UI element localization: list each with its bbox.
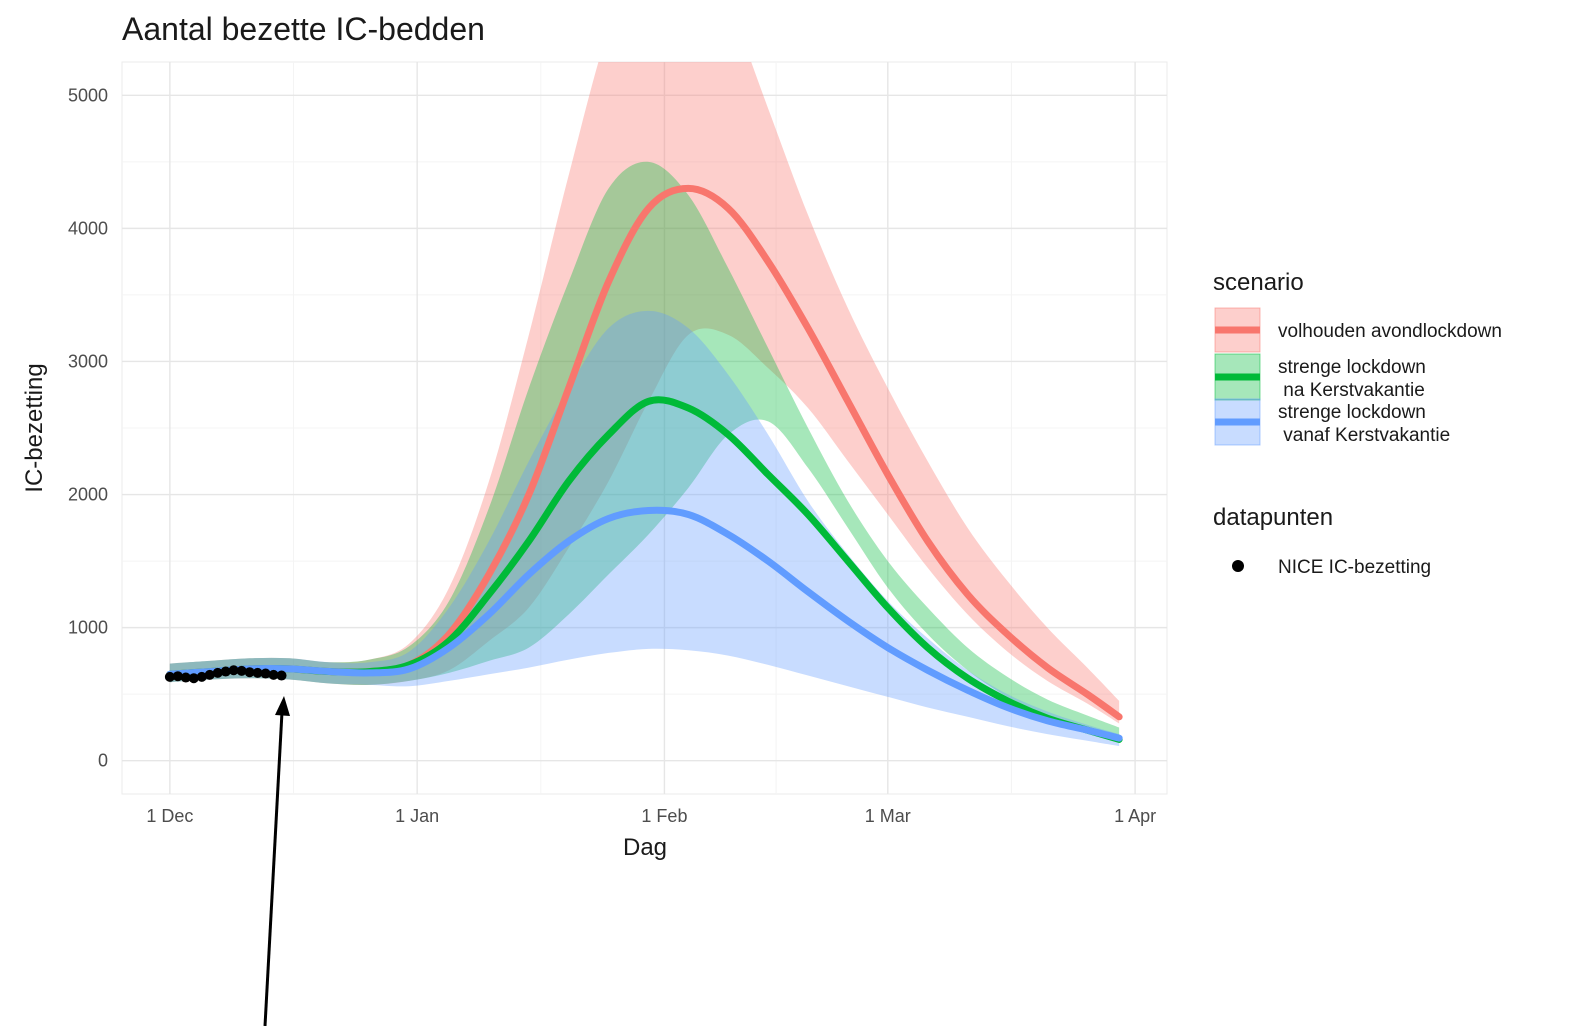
legend-key-point: [1232, 560, 1244, 572]
data-point: [252, 667, 263, 678]
scenario-lines: [166, 184, 1123, 743]
confidence-band-1: [169, 161, 1120, 743]
y-tick-label: 3000: [68, 351, 108, 371]
data-point: [196, 671, 207, 682]
legend-label-2: strenge lockdown vanaf Kerstvakantie: [1278, 402, 1450, 446]
data-points: [164, 665, 287, 684]
y-tick-label: 2000: [68, 485, 108, 505]
y-axis-ticks: 0 1000 2000 3000 4000 5000: [68, 85, 108, 770]
data-point: [164, 671, 175, 682]
legend-label-0: volhouden avondlockdown: [1278, 321, 1502, 342]
data-point: [180, 672, 191, 683]
chart-title: Aantal bezette IC-bedden: [122, 11, 485, 47]
data-point: [220, 666, 231, 677]
data-point: [236, 665, 247, 676]
data-point: [244, 667, 255, 678]
legend: scenario datapunten volhouden avondlockd…: [1213, 269, 1502, 578]
confidence-band-0: [169, 62, 1120, 724]
data-point: [172, 671, 183, 682]
confidence-band-2: [169, 310, 1120, 747]
y-axis-title: IC-bezetting: [21, 363, 48, 492]
y-tick-label: 5000: [68, 85, 108, 105]
data-point: [212, 667, 223, 678]
confidence-bands: [169, 62, 1120, 747]
data-point: [268, 669, 279, 680]
legend-label-nice: NICE IC-bezetting: [1278, 557, 1431, 578]
legend-title-datapunten: datapunten: [1213, 504, 1333, 531]
x-tick-label: 1 Jan: [395, 806, 439, 826]
data-point: [276, 670, 287, 681]
annotation-arrow: [263, 696, 290, 1026]
x-tick-label: 1 Apr: [1114, 806, 1156, 826]
x-axis-title: Dag: [623, 834, 667, 861]
data-point: [188, 673, 199, 684]
legend-label-1: strenge lockdown na Kerstvakantie: [1278, 357, 1426, 401]
data-point: [228, 665, 239, 676]
data-point: [204, 669, 215, 680]
scenario-line-2: [166, 506, 1123, 742]
y-tick-label: 4000: [68, 218, 108, 238]
y-tick-label: 1000: [68, 618, 108, 638]
x-tick-label: 1 Mar: [865, 806, 911, 826]
x-tick-label: 1 Feb: [641, 806, 687, 826]
x-axis-ticks: 1 Dec 1 Jan 1 Feb 1 Mar 1 Apr: [146, 806, 1156, 826]
y-tick-label: 0: [98, 751, 108, 771]
data-point: [260, 668, 271, 679]
legend-title-scenario: scenario: [1213, 269, 1304, 296]
x-tick-label: 1 Dec: [146, 806, 193, 826]
